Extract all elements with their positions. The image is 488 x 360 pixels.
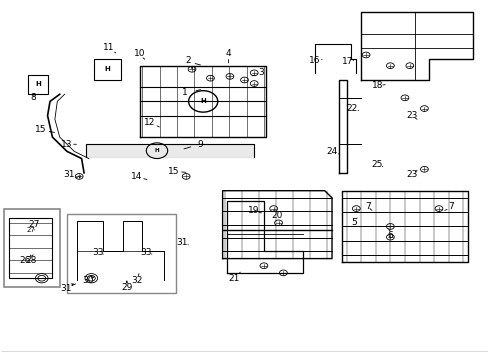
Text: H: H bbox=[200, 98, 205, 104]
Text: 28: 28 bbox=[25, 256, 36, 265]
Text: 6: 6 bbox=[386, 231, 392, 240]
Text: 20: 20 bbox=[271, 211, 282, 220]
Text: 19: 19 bbox=[247, 206, 259, 215]
Text: 31: 31 bbox=[63, 170, 75, 179]
Text: H: H bbox=[35, 81, 41, 87]
Text: 30: 30 bbox=[82, 276, 94, 285]
Text: 27: 27 bbox=[29, 220, 40, 229]
Bar bbox=[67, 214, 176, 293]
Text: 2: 2 bbox=[185, 56, 191, 65]
Text: 32: 32 bbox=[131, 276, 142, 285]
Text: 33: 33 bbox=[140, 248, 152, 257]
Bar bbox=[9, 217, 52, 278]
Text: 7: 7 bbox=[365, 202, 370, 211]
Text: 5: 5 bbox=[350, 219, 356, 228]
Text: 23: 23 bbox=[406, 111, 417, 120]
Bar bbox=[28, 75, 47, 94]
Text: 10: 10 bbox=[134, 49, 145, 58]
Text: 11: 11 bbox=[102, 43, 114, 52]
Text: 33: 33 bbox=[92, 248, 103, 257]
Text: 13: 13 bbox=[61, 140, 73, 149]
Text: 26: 26 bbox=[19, 256, 30, 265]
Text: 12: 12 bbox=[143, 118, 155, 127]
Bar bbox=[94, 59, 120, 80]
Text: 3: 3 bbox=[258, 68, 264, 77]
Text: 21: 21 bbox=[227, 274, 239, 283]
Text: 16: 16 bbox=[308, 56, 320, 65]
Text: H: H bbox=[104, 66, 110, 72]
Text: 14: 14 bbox=[131, 172, 142, 181]
Text: 31: 31 bbox=[60, 284, 72, 293]
Text: 23: 23 bbox=[406, 170, 417, 179]
Text: 15: 15 bbox=[168, 167, 180, 176]
Text: 18: 18 bbox=[371, 81, 382, 90]
Text: 8: 8 bbox=[30, 93, 36, 102]
Text: H: H bbox=[154, 148, 159, 153]
Text: 1: 1 bbox=[182, 88, 188, 97]
Text: 24: 24 bbox=[325, 147, 337, 156]
Text: 22: 22 bbox=[346, 104, 357, 113]
Text: 27: 27 bbox=[26, 227, 35, 233]
Text: 25: 25 bbox=[371, 160, 382, 169]
Text: 31: 31 bbox=[176, 238, 187, 247]
Text: 4: 4 bbox=[225, 49, 231, 58]
Text: 7: 7 bbox=[447, 202, 453, 211]
Text: 9: 9 bbox=[198, 140, 203, 149]
Text: 15: 15 bbox=[35, 126, 46, 135]
Text: 29: 29 bbox=[121, 283, 132, 292]
Bar bbox=[4, 208, 60, 287]
Text: 17: 17 bbox=[342, 57, 353, 66]
